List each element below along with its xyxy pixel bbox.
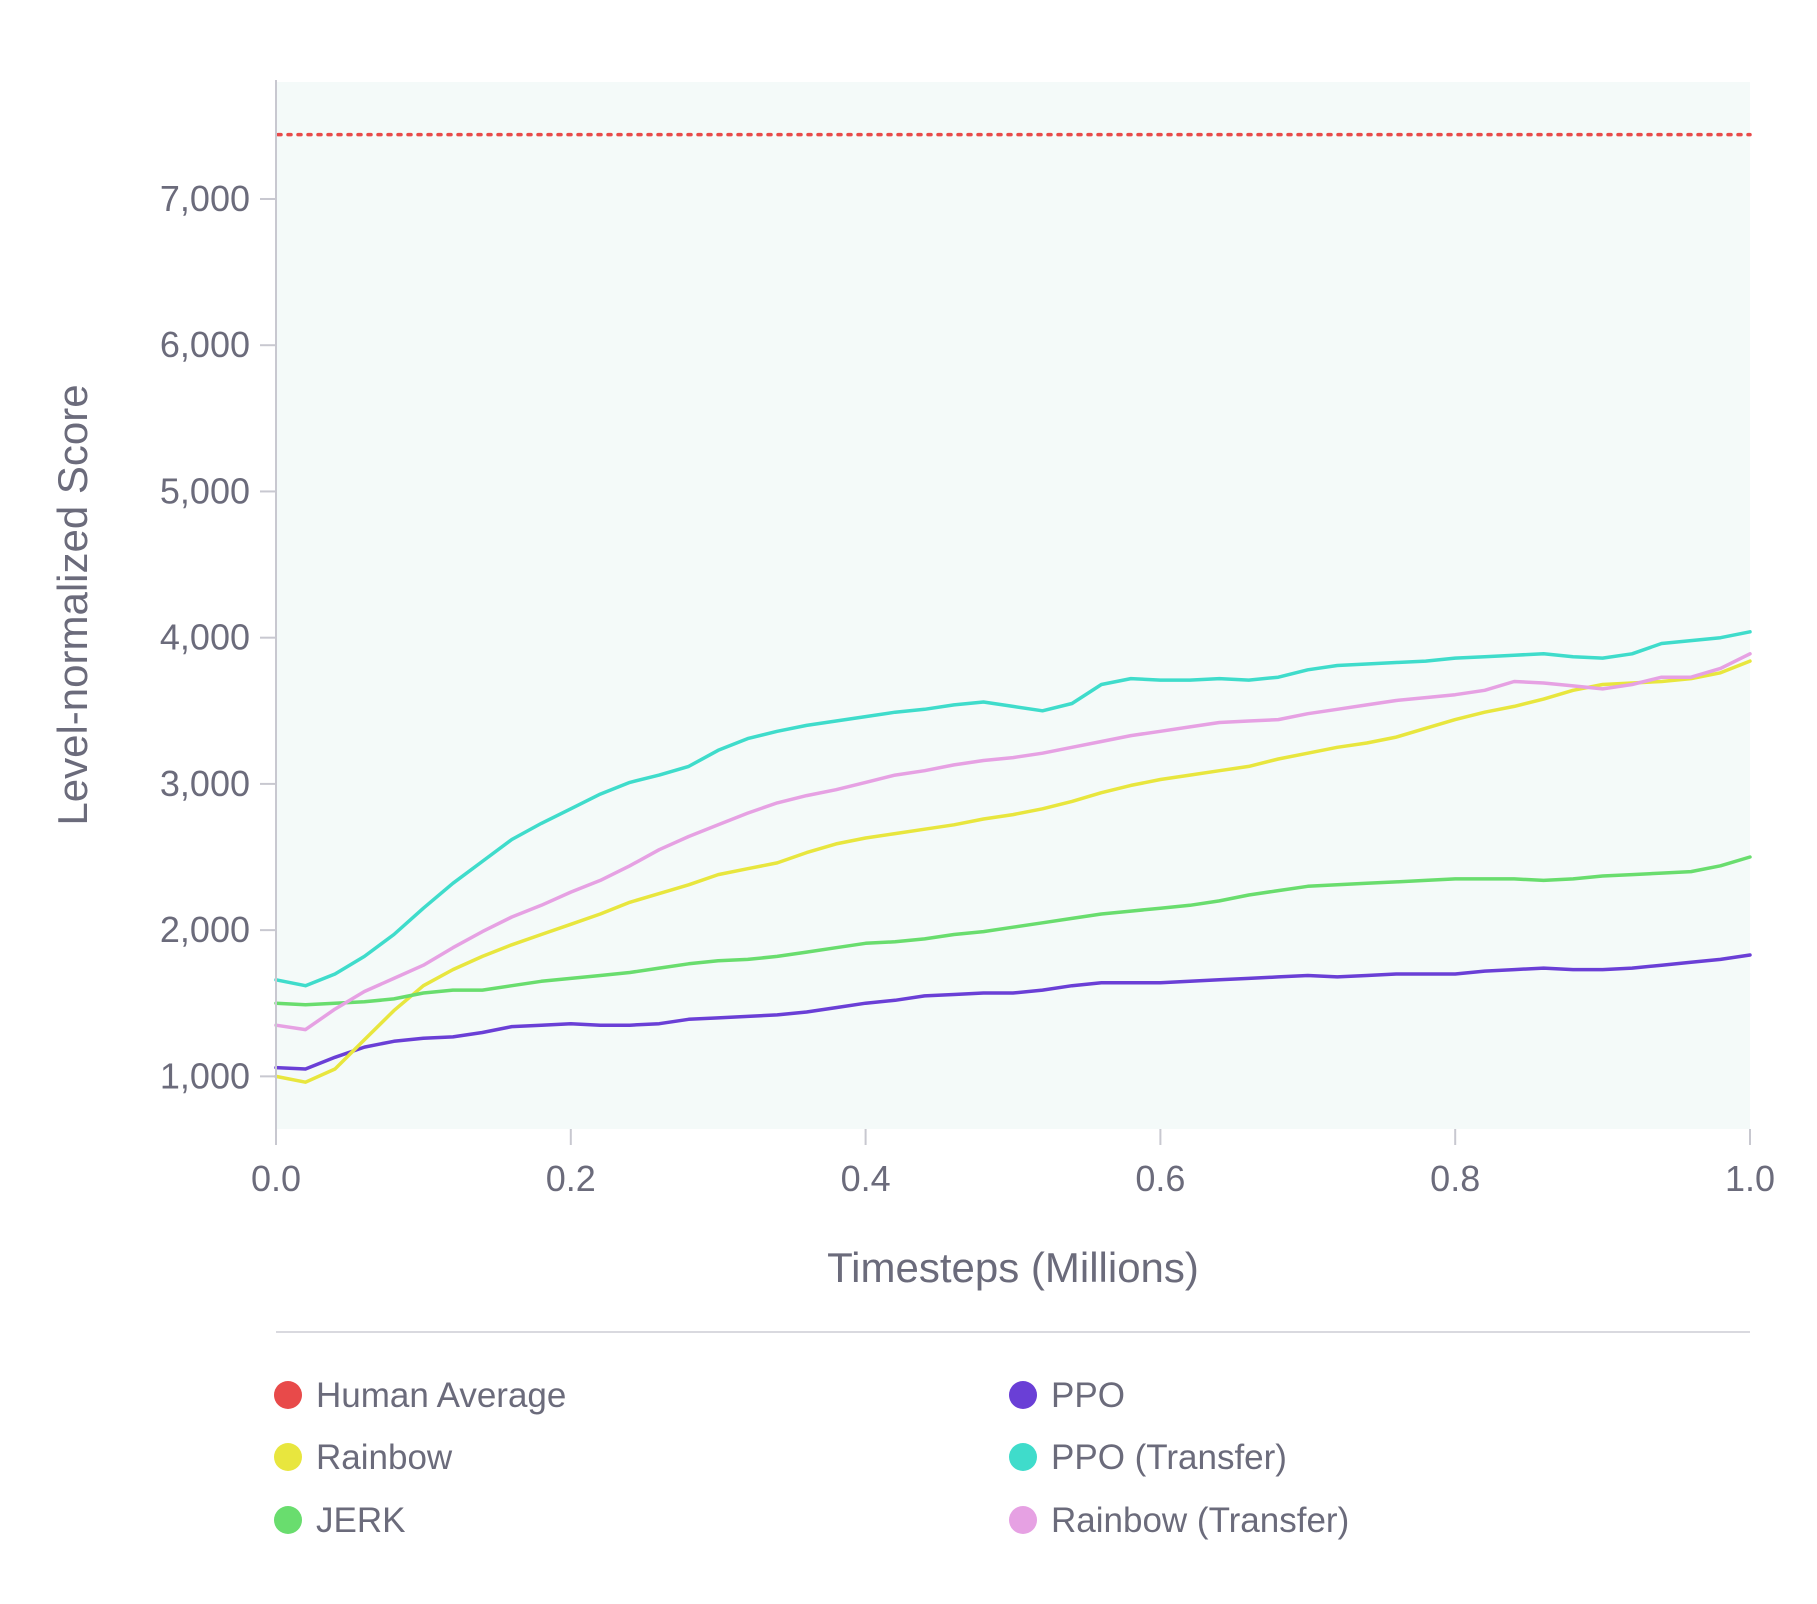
series-line-ppo-transfer bbox=[274, 630, 1752, 988]
legend-swatch-rainbow bbox=[274, 1443, 302, 1471]
x-tick-label: 0.4 bbox=[841, 1158, 891, 1199]
legend-swatch-rainbow-transfer bbox=[1009, 1506, 1037, 1534]
y-tick-label: 5,000 bbox=[160, 470, 250, 511]
x-axis-title: Timesteps (Millions) bbox=[827, 1244, 1199, 1291]
x-tick-label: 1.0 bbox=[1725, 1158, 1775, 1199]
legend-swatch-jerk bbox=[274, 1506, 302, 1534]
legend-label-human-average: Human Average bbox=[316, 1376, 566, 1415]
legend-swatch-human-average bbox=[274, 1381, 302, 1409]
series-line-jerk bbox=[274, 855, 1752, 1007]
legend: Human Average Rainbow JERK PPO PPO (Transfer… bbox=[274, 1376, 1349, 1540]
legend-label-rainbow-transfer: Rainbow (Transfer) bbox=[1051, 1501, 1349, 1540]
y-tick-label: 1,000 bbox=[160, 1055, 250, 1096]
series-line-rainbow-transfer bbox=[274, 652, 1752, 1032]
series-line-ppo bbox=[274, 953, 1752, 1071]
legend-swatch-ppo-transfer bbox=[1009, 1443, 1037, 1471]
y-axis-title: Level-normalized Score bbox=[49, 384, 96, 825]
legend-label-ppo: PPO bbox=[1051, 1376, 1125, 1415]
y-tick-label: 2,000 bbox=[160, 909, 250, 950]
x-tick-label: 0.6 bbox=[1135, 1158, 1185, 1199]
y-tick-label: 7,000 bbox=[160, 178, 250, 219]
x-tick-label: 0.0 bbox=[251, 1158, 301, 1199]
y-tick-label: 4,000 bbox=[160, 617, 250, 658]
x-tick-label: 0.2 bbox=[546, 1158, 596, 1199]
x-tick-label: 0.8 bbox=[1430, 1158, 1480, 1199]
plot-area bbox=[276, 82, 1750, 1129]
legend-label-ppo-transfer: PPO (Transfer) bbox=[1051, 1438, 1287, 1477]
legend-label-jerk: JERK bbox=[316, 1501, 405, 1540]
legend-label-rainbow: Rainbow bbox=[316, 1438, 453, 1477]
y-tick-label: 6,000 bbox=[160, 324, 250, 365]
legend-swatch-ppo bbox=[1009, 1381, 1037, 1409]
series-line-rainbow bbox=[274, 659, 1752, 1084]
y-tick-label: 3,000 bbox=[160, 763, 250, 804]
